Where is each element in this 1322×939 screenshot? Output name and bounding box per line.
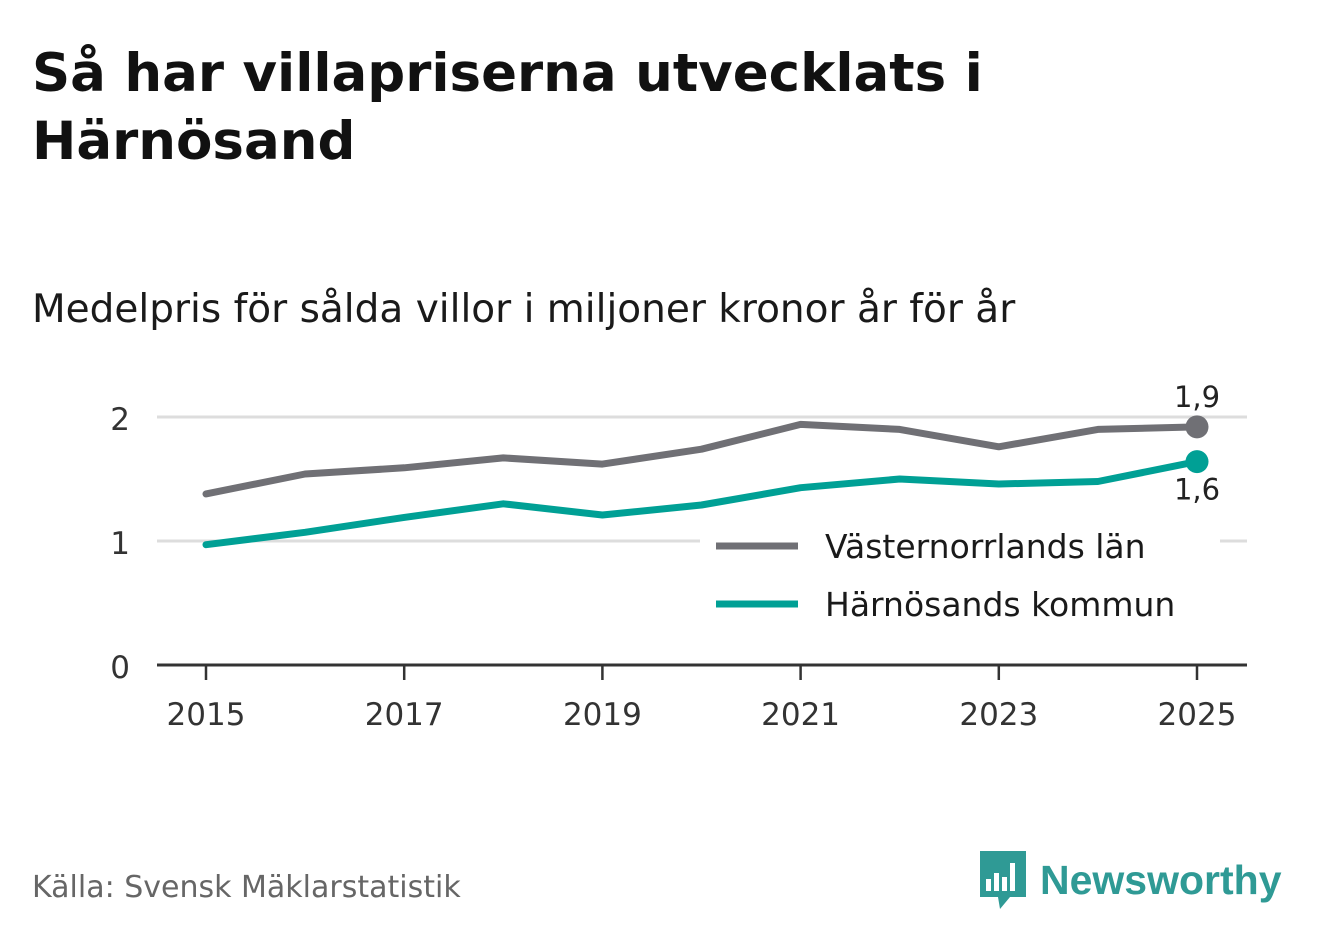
series-endpoint bbox=[1185, 415, 1209, 439]
end-value-label: 1,6 bbox=[1174, 473, 1220, 507]
y-tick-label: 1 bbox=[110, 526, 130, 562]
y-tick-label: 2 bbox=[110, 402, 130, 438]
brand-logo: Newsworthy bbox=[980, 850, 1282, 910]
series-lines bbox=[202, 415, 1209, 549]
x-tick-label: 2025 bbox=[1158, 697, 1237, 733]
chart-subtitle: Medelpris för sålda villor i miljoner kr… bbox=[32, 287, 1016, 332]
newsworthy-logo-icon bbox=[980, 851, 1026, 909]
y-axis-tick-labels: 0 1 2 bbox=[110, 402, 130, 686]
legend-background bbox=[700, 520, 1220, 630]
x-tick-label: 2015 bbox=[167, 697, 246, 733]
source-note: Källa: Svensk Mäklarstatistik bbox=[32, 870, 461, 905]
x-tick-label: 2021 bbox=[761, 697, 840, 733]
legend-label: Härnösands kommun bbox=[825, 585, 1175, 624]
end-value-label: 1,9 bbox=[1174, 380, 1220, 414]
legend-label: Västernorrlands län bbox=[825, 527, 1146, 566]
x-tick-label: 2023 bbox=[959, 697, 1038, 733]
chart-title: Så har villapriserna utvecklats i Härnös… bbox=[32, 43, 983, 172]
series-line-harnosand bbox=[202, 458, 1201, 549]
y-tick-label: 0 bbox=[110, 650, 130, 686]
x-axis: 2015 2017 2019 2021 2023 2025 bbox=[157, 663, 1247, 733]
series-endpoint bbox=[1185, 450, 1209, 474]
x-tick-label: 2017 bbox=[365, 697, 444, 733]
legend: Västernorrlands län Härnösands kommun bbox=[700, 520, 1220, 630]
end-labels: 1,9 1,6 bbox=[1174, 380, 1220, 507]
brand-name: Newsworthy bbox=[1040, 856, 1282, 903]
x-tick-label: 2019 bbox=[563, 697, 642, 733]
series-line-vasternorrland bbox=[202, 420, 1201, 498]
